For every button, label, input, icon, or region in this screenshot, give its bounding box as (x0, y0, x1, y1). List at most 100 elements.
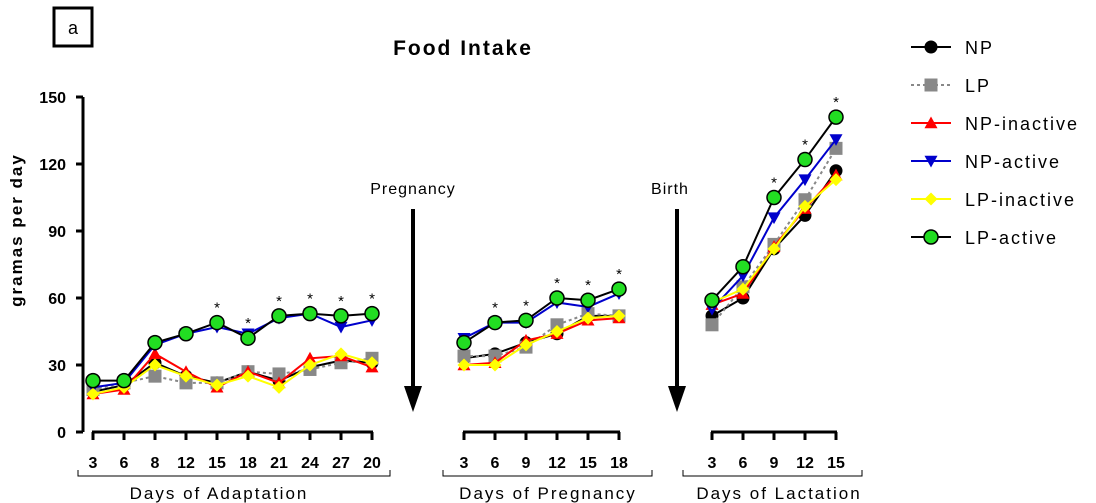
data-point (272, 367, 286, 381)
panel-label: a (68, 18, 79, 38)
legend-label: NP (965, 38, 994, 58)
legend-label: NP-active (965, 152, 1061, 172)
series-line (93, 312, 373, 382)
legend-item-NP-active: NP-active (911, 152, 1061, 172)
segment-bracket (682, 470, 863, 477)
legend-label: LP (965, 76, 991, 96)
data-point (303, 358, 317, 372)
significance-star: * (245, 315, 251, 332)
significance-star: * (554, 275, 560, 292)
panel-label-box (52, 6, 94, 48)
significance-star: * (523, 297, 529, 314)
data-point (766, 189, 782, 206)
data-point (178, 325, 194, 342)
data-point (550, 318, 564, 332)
data-point (241, 369, 255, 383)
significance-star: * (307, 291, 313, 308)
y-ticks: 0 30 60 90 120 150 (39, 90, 83, 442)
x-tick-label: 15 (827, 455, 845, 472)
x-tick-label: 3 (460, 455, 469, 472)
legend-item-NP-inactive: NP-inactive (911, 114, 1077, 134)
significance-star: * (585, 277, 591, 294)
y-tick-label: 150 (39, 90, 66, 107)
series-line (711, 147, 837, 326)
series-line (711, 138, 837, 310)
data-point (736, 282, 750, 296)
data-point (334, 347, 348, 361)
x-tick-label: 21 (270, 455, 288, 472)
x-tick-label: 3 (89, 455, 98, 472)
data-point (179, 369, 193, 383)
x-tick-label: 9 (770, 455, 779, 472)
segment-label: Days of Lactation (696, 484, 861, 503)
significance-star: * (338, 293, 344, 310)
data-point (271, 308, 287, 324)
x-tick-label: 3 (708, 455, 717, 472)
legend-marker (924, 192, 938, 206)
data-point (797, 151, 813, 168)
data-point (518, 312, 534, 329)
data-point (210, 378, 224, 392)
x-tick-label: 8 (151, 455, 160, 472)
legend-label: LP-active (965, 228, 1058, 248)
data-point (550, 325, 564, 338)
data-point (272, 380, 286, 394)
legend-marker (924, 155, 938, 168)
annotation-label: Pregnancy (370, 181, 456, 198)
series-line (464, 314, 620, 366)
significance-star: * (616, 266, 622, 283)
significance-star: * (276, 293, 282, 310)
segment-bracket (442, 470, 653, 477)
data-point (86, 387, 100, 401)
data-point (519, 338, 533, 352)
data-point (303, 351, 317, 364)
series-line (92, 352, 373, 396)
x-tick-label: 6 (739, 455, 748, 472)
data-point (580, 292, 596, 308)
series-line (463, 317, 620, 366)
legend-marker (924, 40, 938, 54)
x-tick-label: 6 (120, 455, 129, 472)
data-point (828, 109, 844, 125)
data-point (240, 330, 256, 346)
x-tick-label: 12 (548, 455, 566, 472)
data-point (581, 311, 595, 325)
y-tick-label: 0 (57, 425, 66, 442)
segment-label: Days of Adaptation (130, 484, 309, 503)
legend-label: LP-inactive (965, 190, 1076, 210)
series-line (92, 359, 373, 393)
data-point (333, 308, 349, 324)
data-point (148, 369, 162, 383)
series-LP-active (85, 109, 844, 389)
data-point (148, 347, 162, 360)
x-tick-label: 15 (579, 455, 597, 472)
significance-star: * (833, 94, 839, 111)
legend-item-NP: NP (911, 38, 994, 58)
annotation-arrow-head (668, 386, 686, 412)
legend-item-LP-active: LP-active (911, 228, 1058, 248)
data-point (767, 212, 781, 225)
phase-annotations: Pregnancy Birth (370, 181, 688, 412)
series-line (92, 352, 373, 396)
x-tick-label: 9 (522, 455, 531, 472)
x-tick-label: 12 (177, 455, 195, 472)
data-point (798, 174, 812, 187)
significance-star: * (492, 300, 498, 317)
data-point (487, 314, 503, 331)
data-point (85, 372, 101, 389)
chart-title: Food Intake (393, 37, 533, 60)
segment-bracket (77, 470, 391, 477)
y-tick-label: 30 (48, 358, 66, 375)
data-point (798, 199, 812, 213)
x-tick-label: 18 (610, 455, 628, 472)
data-point (705, 318, 719, 332)
series-line (711, 116, 837, 301)
y-tick-label: 90 (48, 224, 66, 241)
data-point (334, 321, 348, 334)
series-LP-inactive (86, 173, 843, 401)
data-point (302, 305, 318, 322)
legend-marker (924, 78, 938, 92)
data-point (549, 290, 565, 306)
data-point (612, 309, 626, 323)
